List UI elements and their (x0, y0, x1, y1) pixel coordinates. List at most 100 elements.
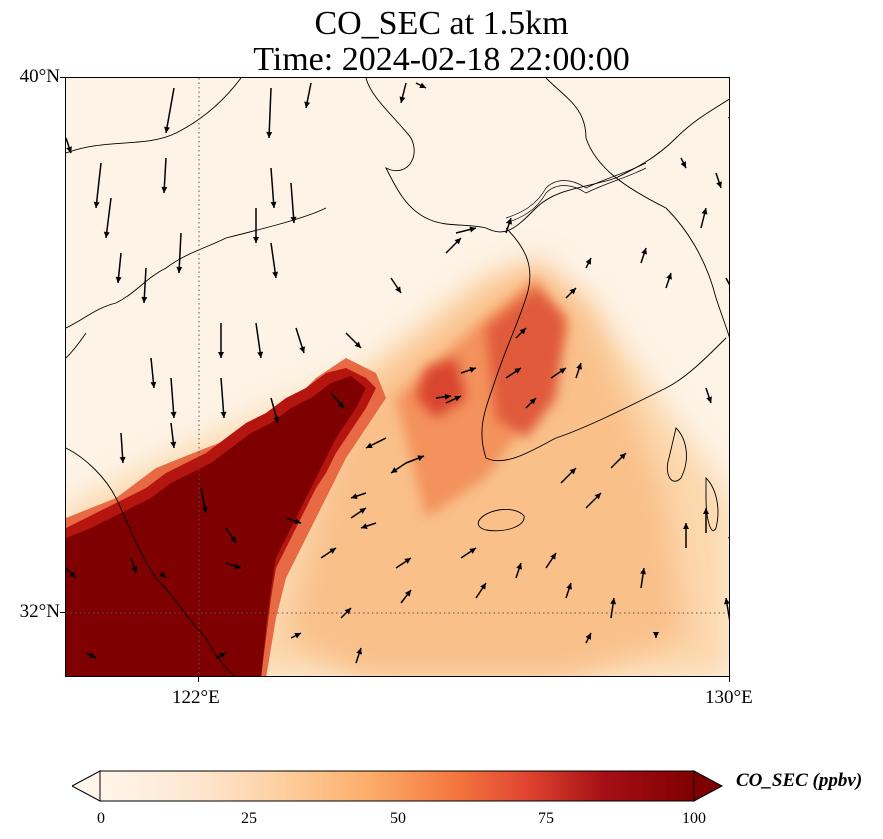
wind-arrowhead (294, 518, 301, 524)
wind-vectors (66, 82, 729, 664)
map-canvas (66, 78, 729, 676)
wind-arrowhead (356, 648, 362, 655)
wind-arrowhead (585, 258, 591, 265)
wind-arrowhead (115, 276, 122, 283)
wind-arrowhead (701, 208, 708, 215)
wind-arrowhead (161, 186, 168, 193)
lon-tick-label-130: 130°E (705, 687, 753, 708)
colorbar-tick-100: 100 (682, 810, 706, 827)
colorbar-tick-0: 0 (97, 810, 105, 827)
lon-tick-mark-122 (198, 677, 199, 682)
lon-tick-mark-130 (729, 677, 730, 682)
wind-arrowhead (337, 401, 344, 408)
wind-arrowhead (724, 598, 729, 605)
lat-tick-mark-32 (60, 612, 65, 613)
colorbar-min-extend (72, 770, 101, 802)
colorbar-tick-50: 50 (390, 810, 406, 827)
wind-arrowhead (270, 201, 277, 208)
wind-arrowhead (641, 248, 647, 255)
wind-arrowhead (299, 346, 306, 353)
wind-arrowhead (201, 506, 208, 513)
wind-arrowhead (218, 352, 224, 358)
wind-arrowhead (399, 96, 406, 103)
wind-arrowhead (361, 523, 368, 529)
wind-arrowhead (506, 218, 512, 225)
wind-arrowhead (170, 411, 177, 418)
wind-arrowhead (395, 286, 401, 293)
wind-arrowhead (519, 328, 526, 335)
lat-tick-label-32: 32°N (19, 601, 60, 622)
concentration-field (66, 78, 729, 676)
colorbar-gradient (99, 770, 695, 802)
wind-arrowhead (159, 571, 166, 578)
wind-arrowhead (119, 456, 126, 463)
wind-arrowhead (469, 548, 476, 554)
wind-arrow (725, 277, 729, 286)
wind-arrow (95, 162, 102, 209)
wind-arrowhead (354, 341, 361, 348)
wind-arrowhead (103, 231, 110, 238)
wind-arrowhead (610, 598, 617, 605)
wind-arrow (220, 377, 225, 419)
wind-arrowhead (404, 590, 411, 597)
wind-arrowhead (131, 566, 137, 573)
wind-arrowhead (141, 296, 148, 303)
wind-arrowhead (640, 568, 647, 575)
wind-arrowhead (728, 288, 729, 290)
wind-arrowhead (391, 467, 398, 473)
colorbar-title: CO_SEC (ppbv) (736, 770, 863, 791)
wind-arrowhead (703, 508, 709, 514)
wind-arrowhead (516, 563, 522, 570)
wind-arrowhead (469, 367, 476, 373)
wind-arrowhead (89, 652, 96, 658)
wind-arrowhead (444, 393, 451, 400)
wind-arrowhead (329, 548, 336, 554)
wind-arrow (270, 167, 275, 209)
lat-tick-label-40: 40°N (19, 66, 60, 87)
wind-arrowhead (294, 633, 301, 639)
wind-arrow (268, 87, 272, 139)
wind-arrowhead (253, 237, 259, 243)
wind-arrowhead (683, 523, 689, 529)
wind-arrowhead (351, 493, 358, 499)
lat-tick-mark-40 (60, 77, 65, 78)
wind-arrowhead (272, 271, 279, 278)
wind-arrowhead (666, 273, 672, 280)
wind-arrowhead (176, 266, 183, 273)
colorbar (72, 770, 724, 802)
wind-arrowhead (728, 117, 729, 119)
wind-arrowhead (266, 131, 273, 138)
wind-arrowhead (164, 126, 171, 133)
colorbar-tick-75: 75 (538, 810, 554, 827)
wind-arrow (290, 182, 295, 224)
wind-arrowhead (93, 201, 100, 208)
map-time-label: Time: 2024-02-18 22:00:00 (253, 41, 630, 78)
wind-arrowhead (716, 181, 722, 188)
wind-arrowhead (417, 455, 424, 461)
wind-arrowhead (454, 395, 461, 402)
wind-arrow (165, 87, 175, 134)
wind-arrowhead (569, 468, 576, 475)
wind-arrowhead (619, 453, 626, 460)
wind-arrowhead (366, 442, 373, 448)
wind-arrowhead (594, 493, 601, 500)
wind-arrowhead (220, 411, 227, 418)
wind-arrowhead (480, 583, 486, 590)
wind-arrowhead (273, 416, 280, 423)
wind-arrowhead (585, 633, 591, 640)
colorbar-max-extend (693, 770, 724, 802)
wind-arrowhead (66, 146, 72, 153)
wind-arrowhead (576, 363, 582, 370)
wind-arrowhead (230, 536, 236, 543)
wind-arrowhead (219, 653, 226, 659)
wind-arrowhead (454, 238, 461, 245)
colorbar-tick-25: 25 (241, 810, 257, 827)
wind-arrowhead (170, 441, 177, 448)
wind-arrow (170, 377, 175, 419)
wind-arrowhead (653, 632, 659, 638)
wind-arrowhead (566, 583, 572, 590)
wind-arrowhead (728, 537, 729, 539)
wind-arrowhead (234, 563, 241, 569)
wind-arrowhead (290, 216, 297, 223)
wind-arrowhead (344, 608, 351, 615)
